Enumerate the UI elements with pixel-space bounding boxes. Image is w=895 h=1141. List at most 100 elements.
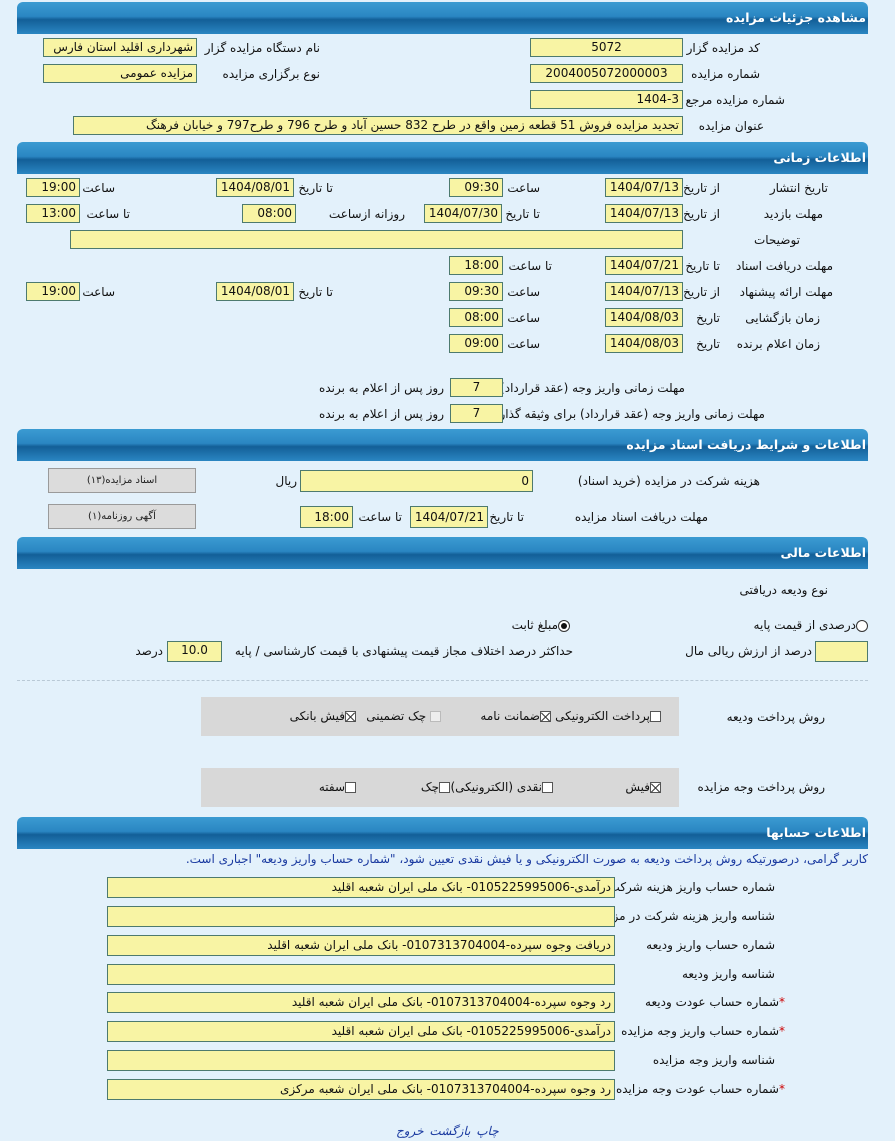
offer-from-field: 1404/07/13: [605, 282, 683, 301]
max-diff-label: حداکثر درصد اختلاف مجاز قیمت پیشنهادی با…: [234, 644, 573, 658]
notes-label: توضیحات: [753, 233, 800, 247]
radio-label: درصدی از قیمت پایه: [753, 618, 856, 632]
checkbox[interactable]: [540, 711, 551, 722]
deposit-method-cheque[interactable]: چک تضمینی: [366, 709, 441, 723]
pay-deadline-collateral-label: مهلت زمانی واریز وجه (عقد قرارداد) برای …: [499, 407, 765, 421]
radio-percent[interactable]: درصدی از قیمت پایه: [754, 615, 868, 635]
max-diff-field: 10.0: [167, 641, 222, 662]
publish-label: تاریخ انتشار: [769, 181, 828, 195]
account-row-label: *شماره حساب عودت وجه مزایده: [616, 1079, 785, 1099]
back-link[interactable]: بازگشت: [429, 1124, 471, 1138]
winner-date-field: 1404/08/03: [605, 334, 683, 353]
footer-links: چاپ بازگشت خروج: [395, 1124, 500, 1138]
winner-label: زمان اعلام برنده: [736, 337, 820, 351]
newspaper-ad-button[interactable]: آگهی روزنامه(۱): [48, 504, 196, 529]
offer-time-field: 09:30: [449, 282, 503, 301]
notes-field: [70, 230, 683, 249]
auction-documents-button[interactable]: اسناد مزایده(۱۳): [48, 468, 196, 493]
time-label: ساعت: [507, 285, 540, 299]
offer-label: مهلت ارائه پیشنهاد: [739, 285, 833, 299]
payment-method-cheque[interactable]: چک: [421, 780, 450, 794]
visit-daily-to-field: 13:00: [26, 204, 80, 223]
publish-to-time-field: 19:00: [26, 178, 80, 197]
checkbox-label: سفته: [318, 780, 345, 794]
section-header-finance: اطلاعات مالی: [17, 537, 868, 569]
code-label: کد مزایده گزار: [686, 41, 760, 55]
payment-method-cash[interactable]: نقدی (الکترونیکی): [450, 780, 553, 794]
checkbox[interactable]: [650, 782, 661, 793]
radio-fixed[interactable]: مبلغ ثابت: [512, 615, 570, 635]
account-row-label: شناسه واریز وجه مزایده: [653, 1050, 775, 1070]
checkbox[interactable]: [430, 711, 441, 722]
section-header-accounts: اطلاعات حسابها: [17, 817, 868, 849]
type-field: مزایده عمومی: [43, 64, 197, 83]
label-text: شناسه واریز هزینه شرکت در مزایده: [593, 909, 775, 923]
org-label: نام دستگاه مزایده گزار: [204, 41, 320, 55]
to-time-label: تا ساعت: [358, 510, 402, 524]
number-label: شماره مزایده: [691, 67, 760, 81]
section-title: اطلاعات حسابها: [766, 825, 866, 840]
pay-deadline-collateral-suffix: روز پس از اعلام به برنده: [319, 407, 444, 421]
from-date-label: از تاریخ: [683, 207, 720, 221]
fee-label: هزینه شرکت در مزایده (خرید اسناد): [577, 474, 760, 488]
number-field: 2004005072000003: [530, 64, 683, 83]
payment-method-promissory[interactable]: سفته: [319, 780, 356, 794]
checkbox[interactable]: [650, 711, 661, 722]
currency-label: ریال: [275, 474, 297, 488]
time-label: ساعت: [82, 285, 115, 299]
label-text: شماره حساب واریز ودیعه: [646, 938, 775, 952]
label-text: شماره حساب واریز وجه مزایده: [621, 1024, 779, 1038]
radio-button[interactable]: [558, 619, 570, 632]
section-title: اطلاعات و شرایط دریافت اسناد مزایده: [626, 437, 866, 452]
visit-from-field: 1404/07/13: [605, 204, 683, 223]
code-field: 5072: [530, 38, 683, 57]
required-mark: *: [779, 1024, 785, 1038]
section-header-timing: اطلاعات زمانی: [17, 142, 868, 174]
date-label: تاریخ: [696, 337, 720, 351]
deposit-method-electronic[interactable]: پرداخت الکترونیکی: [555, 709, 661, 723]
radio-button[interactable]: [856, 619, 868, 632]
docs-time-field: 18:00: [300, 506, 353, 528]
account-row-label: *شماره حساب عودت ودیعه: [645, 992, 785, 1012]
percent-field[interactable]: [815, 641, 868, 662]
checkbox[interactable]: [345, 711, 356, 722]
accounts-notice: کاربر گرامی، درصورتیکه روش پرداخت ودیعه …: [185, 852, 868, 866]
account-row-label: شناسه واریز هزینه شرکت در مزایده: [593, 906, 775, 926]
exit-link[interactable]: خروج: [396, 1124, 424, 1138]
publish-time-field: 09:30: [449, 178, 503, 197]
checkbox[interactable]: [345, 782, 356, 793]
account-row-field: رد وجوه سپرده-0107313704004- بانک ملی ای…: [107, 992, 615, 1013]
pay-deadline-field: 7: [450, 378, 503, 397]
time-label: ساعت: [82, 181, 115, 195]
account-row-label: شناسه واریز ودیعه: [682, 964, 775, 984]
deposit-method-label: روش پرداخت ودیعه: [726, 710, 825, 724]
to-date-label: تا تاریخ: [298, 285, 333, 299]
account-row-field: [107, 1050, 615, 1071]
account-row-field: دریافت وجوه سپرده-0107313704004- بانک مل…: [107, 935, 615, 956]
offer-to-field: 1404/08/01: [216, 282, 294, 301]
offer-to-time-field: 19:00: [26, 282, 80, 301]
title-field: تجدید مزایده فروش 51 قطعه زمین واقع در ط…: [73, 116, 683, 135]
payment-method-slip[interactable]: فیش: [625, 780, 661, 794]
opening-date-field: 1404/08/03: [605, 308, 683, 327]
title-label: عنوان مزایده: [698, 119, 764, 133]
checkbox[interactable]: [542, 782, 553, 793]
section-title: اطلاعات زمانی: [773, 150, 866, 165]
print-link[interactable]: چاپ: [476, 1124, 499, 1138]
daily-from-label: روزانه ازساعت: [328, 207, 405, 221]
section-header-details: مشاهده جزئیات مزایده: [17, 2, 868, 34]
payment-method-label: روش پرداخت وجه مزایده: [697, 780, 825, 794]
checkbox-label: فیش: [625, 780, 650, 794]
label-text: شماره حساب عودت وجه مزایده: [615, 1082, 779, 1096]
org-field: شهرداری اقلید استان فارس: [43, 38, 197, 57]
publish-to-field: 1404/08/01: [216, 178, 294, 197]
deposit-method-guarantee[interactable]: ضمانت نامه: [480, 709, 551, 723]
deposit-method-bank-slip[interactable]: فیش بانکی: [290, 709, 356, 723]
pay-deadline-collateral-field: 7: [450, 404, 503, 423]
deposit-methods-box: پرداخت الکترونیکی ضمانت نامه چک تضمینی ف…: [201, 697, 679, 736]
docs-to-field: 1404/07/21: [410, 506, 488, 528]
account-row-field: [107, 906, 615, 927]
checkbox[interactable]: [439, 782, 450, 793]
payment-methods-box: فیش نقدی (الکترونیکی) چک سفته: [201, 768, 679, 807]
to-date-label: تا تاریخ: [505, 207, 540, 221]
